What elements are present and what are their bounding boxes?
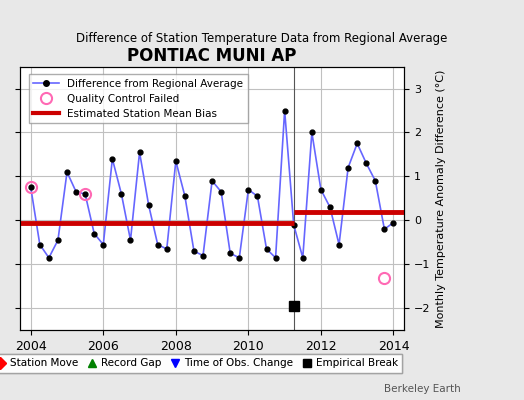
Title: PONTIAC MUNI AP: PONTIAC MUNI AP: [127, 47, 297, 65]
Text: Difference of Station Temperature Data from Regional Average: Difference of Station Temperature Data f…: [77, 32, 447, 45]
Y-axis label: Monthly Temperature Anomaly Difference (°C): Monthly Temperature Anomaly Difference (…: [436, 69, 446, 328]
Text: Berkeley Earth: Berkeley Earth: [385, 384, 461, 394]
Legend: Station Move, Record Gap, Time of Obs. Change, Empirical Break: Station Move, Record Gap, Time of Obs. C…: [0, 354, 402, 372]
